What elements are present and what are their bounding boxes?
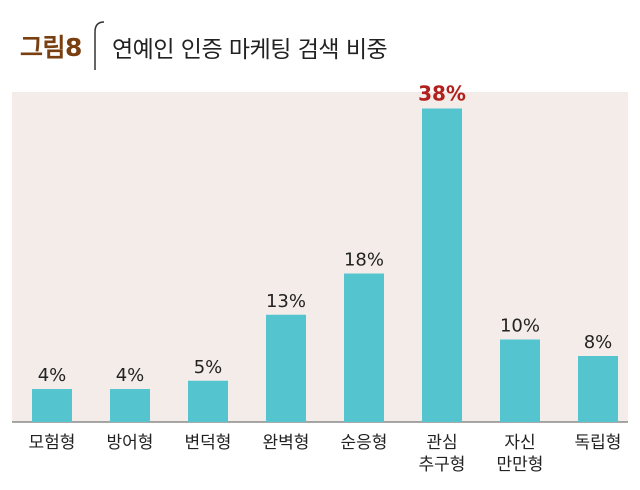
figure-header: 그림8 연예인 인증 마케팅 검색 비중 — [0, 0, 640, 82]
bar-7 — [578, 356, 618, 422]
category-label-3: 완벽형 — [263, 433, 310, 453]
value-label-4: 18% — [344, 250, 384, 271]
chart-title: 연예인 인증 마케팅 검색 비중 — [112, 37, 388, 63]
category-label-5-line-0: 관심 — [426, 433, 457, 453]
bar-0 — [32, 389, 72, 422]
bar-1 — [110, 389, 150, 422]
figure-number: 그림8 — [20, 33, 82, 62]
bar-5 — [422, 108, 462, 422]
value-label-6: 10% — [500, 316, 540, 337]
bar-2 — [188, 380, 228, 422]
category-label-4: 순응형 — [341, 433, 388, 453]
title-bracket-icon — [94, 21, 105, 70]
value-label-3: 13% — [266, 291, 306, 312]
category-label-6-line-0: 자신 — [504, 433, 535, 453]
category-label-2: 변덕형 — [185, 433, 232, 453]
bar-4 — [344, 273, 384, 422]
value-label-1: 4% — [116, 365, 145, 386]
value-label-2: 5% — [194, 357, 223, 378]
value-label-5: 38% — [418, 82, 466, 106]
value-label-7: 8% — [584, 332, 613, 353]
value-label-0: 4% — [38, 365, 67, 386]
category-label-0: 모험형 — [29, 433, 76, 453]
bar-3 — [266, 314, 306, 422]
category-label-6-line-1: 만만형 — [497, 455, 544, 475]
category-label-1: 방어형 — [107, 433, 154, 453]
category-label-5-line-1: 추구형 — [419, 455, 466, 475]
bar-6 — [500, 339, 540, 422]
category-label-7: 독립형 — [575, 433, 622, 453]
